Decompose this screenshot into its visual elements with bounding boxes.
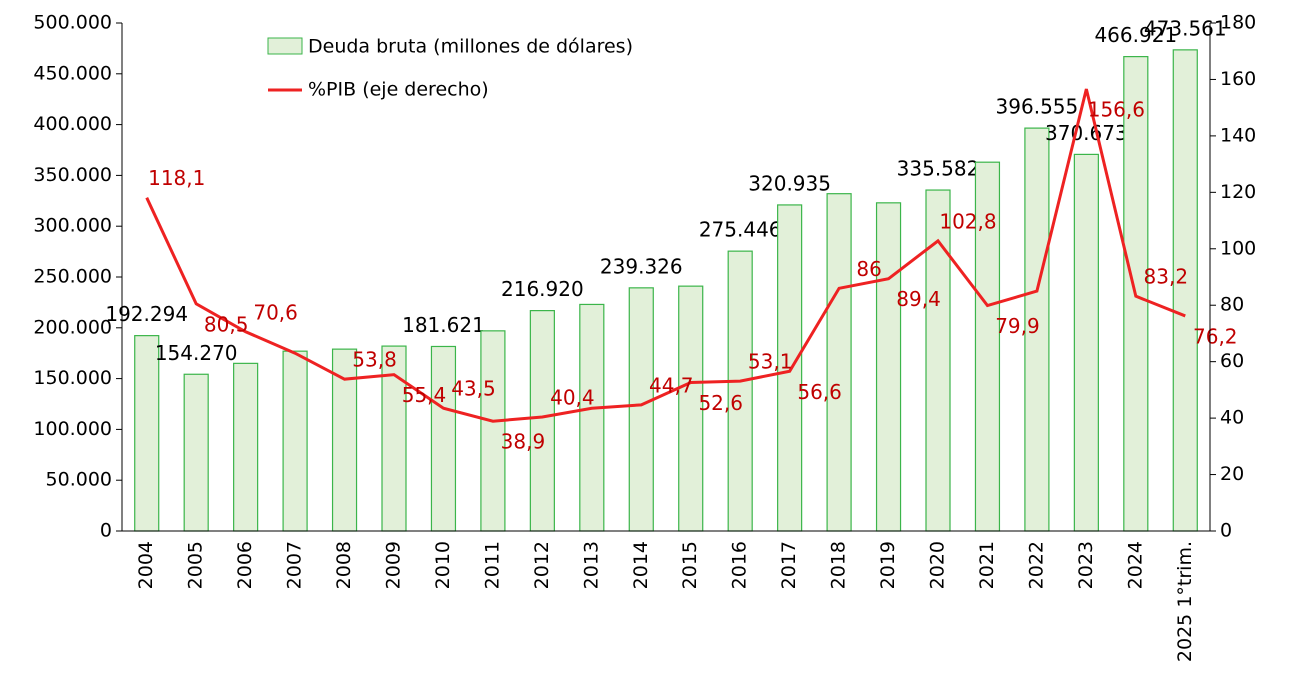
y2-tick-label: 100 [1220, 237, 1256, 259]
line-value-label: 102,8 [939, 209, 996, 233]
y2-tick-label: 40 [1220, 407, 1244, 429]
line-value-label: 70,6 [253, 300, 298, 324]
y2-tick-label: 0 [1220, 520, 1232, 542]
line-value-label: 44,7 [649, 373, 694, 397]
line-value-label: 38,9 [501, 430, 546, 454]
bar [529, 310, 555, 532]
y-tick-label: 300.000 [33, 215, 112, 237]
y-tick-label: 500.000 [33, 12, 112, 34]
bar-value-label: 216.920 [501, 277, 584, 301]
x-tick-label: 2004 [135, 541, 157, 589]
legend-swatch [267, 37, 303, 55]
bar-value-label: 239.326 [600, 254, 683, 278]
bar-value-label: 466.921 [1094, 23, 1177, 47]
y-tick-label: 0 [100, 520, 112, 542]
x-tick-label: 2014 [630, 541, 652, 589]
x-tick-label: 2012 [531, 541, 553, 589]
line-value-label: 53,8 [352, 348, 397, 372]
bar-value-label: 396.555 [996, 95, 1079, 119]
bar-value-label: 275.446 [699, 218, 782, 242]
bar [826, 193, 852, 532]
x-tick-label: 2006 [234, 541, 256, 589]
line-value-label: 56,6 [797, 380, 842, 404]
line-value-label: 79,9 [995, 314, 1040, 338]
bar [875, 202, 902, 532]
bar [233, 362, 259, 532]
line-value-label: 156,6 [1088, 98, 1145, 122]
x-tick-label: 2011 [481, 541, 503, 589]
x-tick-label: 2019 [877, 541, 899, 589]
y2-tick-label: 120 [1220, 181, 1256, 203]
bar [134, 335, 160, 532]
x-tick-label: 2015 [679, 541, 701, 589]
bar [1024, 127, 1050, 532]
line-value-label: 55,4 [402, 383, 447, 407]
bar [282, 350, 308, 532]
bar-value-label: 192.294 [105, 302, 188, 326]
x-tick-label: 2022 [1025, 541, 1047, 589]
y-tick-label: 200.000 [33, 316, 112, 338]
line-value-label: 40,4 [550, 385, 595, 409]
bar [727, 250, 753, 532]
x-tick-label: 2018 [828, 541, 850, 589]
bar-value-label: 473.561 [1144, 16, 1227, 40]
line-value-label: 80,5 [204, 312, 249, 336]
bar [183, 373, 209, 532]
bar [1172, 49, 1198, 532]
line-value-label: 118,1 [148, 166, 205, 190]
y2-tick-label: 20 [1220, 463, 1244, 485]
y-tick-label: 50.000 [46, 469, 112, 491]
y-tick-label: 150.000 [33, 367, 112, 389]
x-tick-label: 2005 [185, 541, 207, 589]
bar [925, 189, 951, 532]
bar-value-label: 154.270 [155, 341, 238, 365]
bar [480, 330, 506, 532]
y2-tick-label: 160 [1220, 68, 1256, 90]
bar [628, 287, 654, 532]
legend-label: %PIB (eje derecho) [308, 79, 489, 101]
y2-tick-label: 140 [1220, 124, 1256, 146]
x-tick-label: 2021 [976, 541, 998, 589]
line-value-label: 83,2 [1144, 265, 1189, 289]
x-tick-label: 2025 1°trim. [1174, 541, 1196, 662]
y-tick-label: 400.000 [33, 113, 112, 135]
x-tick-label: 2008 [333, 541, 355, 589]
bar [678, 285, 704, 532]
x-tick-label: 2013 [580, 541, 602, 589]
y-tick-label: 350.000 [33, 164, 112, 186]
x-tick-label: 2009 [383, 541, 405, 589]
y2-tick-label: 80 [1220, 294, 1244, 316]
bar [777, 204, 803, 532]
bar-value-label: 181.621 [402, 313, 485, 337]
x-tick-label: 2024 [1124, 541, 1146, 589]
line-value-label: 53,1 [748, 350, 793, 374]
bar-value-label: 335.582 [897, 157, 980, 181]
bar [430, 345, 457, 532]
x-tick-label: 2016 [729, 541, 751, 589]
y2-tick-label: 60 [1220, 350, 1244, 372]
line-value-label: 86 [856, 257, 881, 281]
line-value-label: 52,6 [698, 391, 743, 415]
x-tick-label: 2023 [1075, 541, 1097, 589]
legend-label: Deuda bruta (millones de dólares) [308, 36, 633, 58]
bar [579, 303, 605, 532]
x-tick-label: 2017 [778, 541, 800, 589]
x-tick-label: 2020 [927, 541, 949, 589]
y-tick-label: 250.000 [33, 266, 112, 288]
bar-value-label: 370.673 [1045, 121, 1128, 145]
line [145, 88, 1186, 423]
line-value-label: 43,5 [451, 377, 496, 401]
bar [381, 345, 407, 532]
x-tick-label: 2010 [432, 541, 454, 589]
y2-tick-label: 180 [1220, 12, 1256, 34]
line-value-label: 76,2 [1193, 324, 1238, 348]
line-value-label: 89,4 [896, 287, 941, 311]
y-tick-label: 100.000 [33, 418, 112, 440]
bar-value-label: 320.935 [748, 171, 831, 195]
bar [1073, 153, 1099, 532]
x-tick-label: 2007 [284, 541, 306, 589]
y-tick-label: 450.000 [33, 62, 112, 84]
bar [974, 161, 1001, 532]
